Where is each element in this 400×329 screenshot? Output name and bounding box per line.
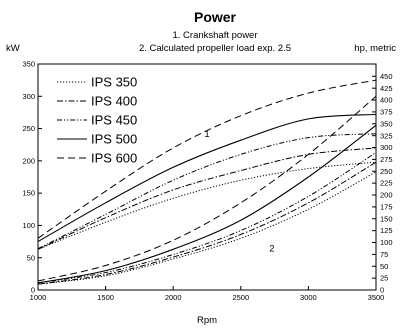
- curve-group-label-2: 2: [269, 243, 274, 254]
- legend-label-ips-350: IPS 350: [91, 75, 137, 90]
- x-tick-label: 2500: [232, 293, 249, 302]
- right-tick-label: 425: [380, 84, 393, 93]
- right-tick-label: 50: [380, 262, 388, 271]
- series-line-ips-400-curve-1: [37, 147, 377, 250]
- right-tick-label: 100: [380, 238, 393, 247]
- x-tick-label: 1000: [30, 293, 47, 302]
- x-tick-label: 1500: [97, 293, 114, 302]
- plot-frame: [37, 63, 377, 291]
- series-line-ips-500-curve-1: [37, 113, 377, 243]
- series-line-ips-600-curve-1: [37, 79, 377, 239]
- right-axis-ticks: 0 25 50 75 100 125 150 175 200 225 250 275 300 325 350…: [372, 72, 393, 295]
- right-tick-label: 25: [380, 274, 388, 283]
- x-tick-label: 2000: [165, 293, 182, 302]
- right-tick-label: 300: [380, 143, 393, 152]
- series-line-ips-500-curve-2: [37, 124, 377, 284]
- right-tick-label: 225: [380, 179, 393, 188]
- right-tick-label: 200: [380, 191, 393, 200]
- right-tick-label: 175: [380, 202, 393, 211]
- left-tick-label: 50: [27, 253, 35, 262]
- series-layer: [37, 79, 377, 285]
- x-axis-ticks: 1000 1500 2000 2500 3000 3500: [30, 286, 385, 302]
- right-tick-label: 125: [380, 226, 393, 235]
- right-tick-label: 375: [380, 108, 393, 117]
- annotations: 12: [204, 129, 274, 254]
- right-tick-label: 75: [380, 250, 388, 259]
- series-line-ips-400-curve-2: [37, 161, 377, 285]
- left-tick-label: 100: [22, 221, 35, 230]
- right-tick-label: 150: [380, 214, 393, 223]
- right-axis-unit: hp, metric: [354, 43, 396, 54]
- chart-title: Power: [194, 9, 237, 25]
- left-tick-label: 300: [22, 92, 35, 101]
- series-line-ips-450-curve-1: [37, 133, 377, 250]
- right-tick-label: 400: [380, 96, 393, 105]
- right-tick-label: 350: [380, 119, 393, 128]
- left-axis-ticks: 0 50 100 150 200 250 300 350: [22, 60, 42, 295]
- right-tick-label: 275: [380, 155, 393, 164]
- legend-label-ips-400: IPS 400: [91, 94, 137, 109]
- left-tick-label: 250: [22, 124, 35, 133]
- chart-subtitle-line-1: 1. Crankshaft power: [172, 30, 257, 41]
- left-axis-unit: kW: [6, 43, 20, 54]
- right-tick-label: 250: [380, 167, 393, 176]
- left-tick-label: 0: [31, 286, 35, 295]
- x-axis-label: Rpm: [197, 315, 217, 326]
- series-line-ips-450-curve-2: [37, 152, 377, 284]
- right-tick-label: 325: [380, 131, 393, 140]
- x-tick-label: 3000: [300, 293, 317, 302]
- right-tick-label: 0: [380, 286, 384, 295]
- legend-label-ips-600: IPS 600: [91, 151, 137, 166]
- x-tick-label: 3500: [368, 293, 385, 302]
- right-tick-label: 450: [380, 72, 393, 81]
- curve-group-label-1: 1: [204, 129, 209, 140]
- series-line-ips-350-curve-2: [37, 171, 377, 285]
- left-tick-label: 200: [22, 156, 35, 165]
- series-line-ips-600-curve-2: [37, 95, 377, 282]
- legend-label-ips-450: IPS 450: [91, 113, 137, 128]
- legend: IPS 350 IPS 400 IPS 450 IPS 500 IPS 600: [57, 75, 137, 166]
- left-tick-label: 350: [22, 60, 35, 69]
- legend-label-ips-500: IPS 500: [91, 132, 137, 147]
- chart-subtitle-line-2: 2. Calculated propeller load exp. 2.5: [139, 43, 291, 54]
- left-tick-label: 150: [22, 189, 35, 198]
